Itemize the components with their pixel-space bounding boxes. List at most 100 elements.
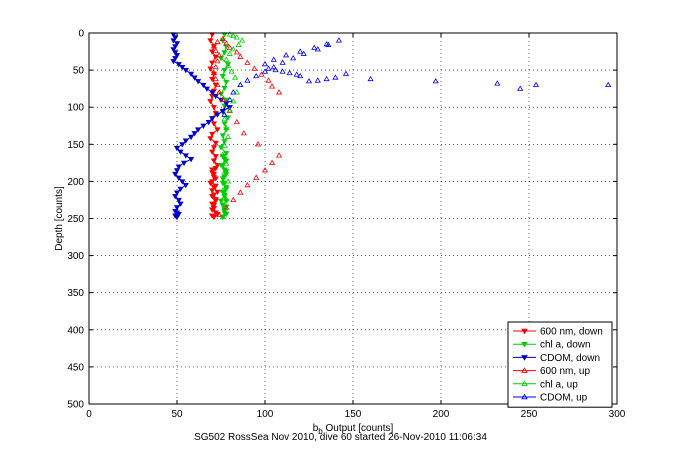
data-point — [323, 75, 330, 82]
data-point — [175, 164, 182, 170]
legend-entry: 600 nm, up — [513, 366, 590, 377]
data-point — [209, 90, 216, 96]
legend-marker — [521, 355, 528, 361]
data-point — [173, 205, 181, 211]
data-point — [180, 160, 188, 167]
legend-label: 600 nm, up — [540, 366, 590, 377]
data-point — [182, 183, 189, 189]
data-point — [207, 66, 214, 72]
data-point — [182, 153, 189, 159]
data-point — [244, 77, 251, 83]
data-point — [223, 104, 230, 110]
data-point — [219, 96, 226, 102]
legend-box — [507, 321, 613, 408]
data-point — [217, 198, 225, 204]
data-point — [233, 89, 240, 95]
data-point — [216, 89, 223, 95]
data-point — [228, 68, 235, 74]
data-point — [172, 50, 179, 56]
data-point — [226, 50, 233, 56]
data-point — [230, 46, 237, 52]
x-tick-label: 250 — [521, 409, 538, 420]
y-axis-label: Depth [counts] — [54, 186, 65, 251]
legend-marker — [521, 341, 528, 348]
data-point — [173, 145, 181, 152]
data-point — [314, 46, 321, 52]
data-point — [237, 189, 244, 195]
data-point — [237, 53, 244, 59]
data-point — [209, 149, 216, 155]
y-tick-label: 200 — [67, 177, 84, 188]
series-layer — [170, 31, 612, 221]
data-point — [254, 141, 262, 147]
data-point — [261, 68, 269, 74]
data-point — [210, 206, 218, 212]
data-point — [221, 50, 228, 56]
data-point — [219, 203, 226, 209]
x-axis-label-rest: Output [counts] — [323, 423, 394, 434]
legend-label: chl a, down — [540, 340, 591, 351]
data-point — [223, 196, 230, 202]
data-point — [203, 86, 211, 92]
legend-entry: chl a, down — [513, 340, 591, 351]
data-point — [224, 62, 232, 68]
data-point — [173, 190, 181, 196]
data-point — [268, 159, 276, 165]
data-point — [172, 213, 179, 219]
data-point — [432, 78, 439, 84]
data-point — [270, 56, 277, 62]
data-point — [219, 151, 226, 157]
data-point — [195, 127, 202, 133]
data-point — [226, 106, 233, 113]
data-point — [212, 183, 219, 190]
data-point — [286, 69, 293, 76]
data-point — [237, 81, 244, 88]
data-point — [283, 52, 290, 58]
data-point — [244, 181, 251, 188]
legend-marker — [521, 393, 528, 400]
data-point — [223, 160, 230, 166]
data-point — [293, 71, 300, 77]
data-point — [223, 56, 230, 62]
y-tick-label: 50 — [73, 66, 85, 77]
data-point — [214, 189, 221, 195]
x-axis-label: bb Output [counts] — [313, 423, 394, 436]
data-point — [212, 47, 219, 53]
data-point — [235, 41, 242, 47]
legend-marker — [521, 328, 528, 335]
data-point — [177, 186, 184, 193]
data-point — [221, 139, 228, 145]
x-tick-label: 50 — [171, 409, 183, 420]
x-axis-label-subscript: b — [318, 427, 323, 436]
data-point — [173, 168, 181, 174]
y-tick-label: 500 — [67, 400, 84, 411]
data-point — [207, 99, 214, 105]
data-point — [253, 174, 260, 180]
y-tick-label: 300 — [67, 251, 84, 262]
data-point — [221, 204, 228, 211]
data-point — [210, 145, 218, 151]
data-point — [221, 194, 228, 200]
legend-entry: CDOM, up — [513, 393, 588, 404]
data-point — [214, 58, 221, 64]
data-point — [173, 41, 181, 47]
data-point — [170, 38, 177, 44]
data-point — [314, 77, 321, 83]
data-point — [209, 76, 216, 83]
data-point — [214, 127, 221, 133]
data-point — [173, 210, 181, 216]
data-point — [179, 179, 186, 185]
data-point — [219, 187, 226, 193]
data-point — [221, 121, 228, 127]
data-point — [175, 62, 182, 68]
data-point — [268, 83, 276, 89]
data-point — [251, 65, 258, 71]
data-point — [182, 68, 189, 74]
data-point — [209, 167, 216, 173]
data-point — [209, 213, 216, 219]
data-point — [219, 108, 226, 115]
series-3 — [210, 35, 283, 217]
data-point — [212, 210, 219, 216]
data-point — [279, 68, 286, 74]
